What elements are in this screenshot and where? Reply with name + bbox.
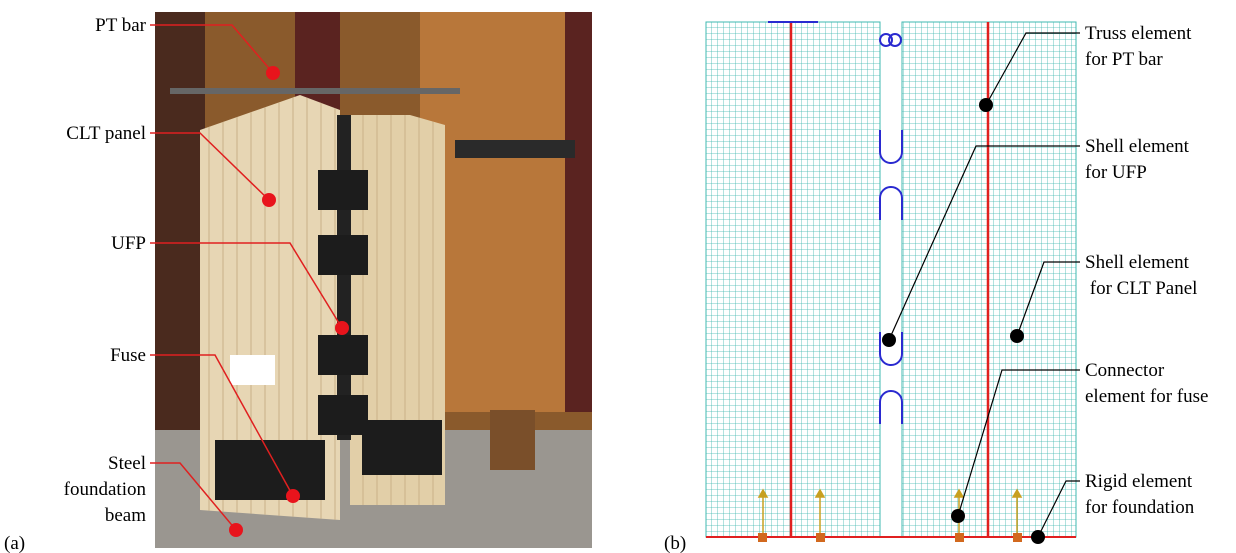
callout-label: Rigid element — [1085, 471, 1193, 492]
callout-label: PT bar — [95, 15, 147, 36]
model — [706, 22, 1076, 542]
photo — [155, 12, 592, 548]
callout-label: for CLT Panel — [1085, 278, 1197, 299]
callout-label: element for fuse — [1085, 386, 1208, 407]
callout-dot — [1031, 530, 1045, 544]
callout-label: for UFP — [1085, 162, 1147, 183]
callout-label: for foundation — [1085, 497, 1195, 518]
callout-dot — [262, 193, 276, 207]
callout-label: beam — [105, 505, 146, 526]
callout-label: CLT panel — [66, 123, 146, 144]
callout-dot — [266, 66, 280, 80]
callout-label: for PT bar — [1085, 49, 1163, 70]
figure: (a) (b) PT bar CLT panel UFP Fuse Steel foundat… — [0, 0, 1236, 553]
callout-label: Shell element — [1085, 136, 1190, 157]
callout-dot — [951, 509, 965, 523]
callout-dot — [229, 523, 243, 537]
callout-label: Shell element — [1085, 252, 1190, 273]
callout-label: Connector — [1085, 360, 1165, 381]
callout-label: Fuse — [110, 345, 146, 366]
callout-dot — [335, 321, 349, 335]
callout-dot — [882, 333, 896, 347]
callout-label: UFP — [111, 233, 146, 254]
callout-dot — [979, 98, 993, 112]
callout-dot — [1010, 329, 1024, 343]
panel-label: (b) — [664, 533, 686, 553]
callout-label: foundation — [64, 479, 147, 500]
callout-label: Steel — [108, 453, 146, 474]
callout-label: Truss element — [1085, 23, 1192, 44]
panel-label: (a) — [4, 533, 25, 553]
callout-dot — [286, 489, 300, 503]
